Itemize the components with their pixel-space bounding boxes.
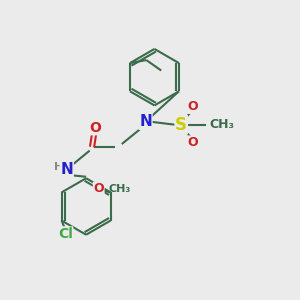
Text: CH₃: CH₃ bbox=[109, 184, 131, 194]
Text: O: O bbox=[89, 121, 101, 135]
Text: Cl: Cl bbox=[58, 227, 73, 241]
Text: O: O bbox=[93, 182, 104, 195]
Text: N: N bbox=[139, 114, 152, 129]
Text: N: N bbox=[60, 162, 73, 177]
Text: S: S bbox=[175, 116, 187, 134]
Text: O: O bbox=[188, 136, 198, 149]
Text: O: O bbox=[188, 100, 198, 113]
Text: CH₃: CH₃ bbox=[209, 118, 234, 131]
Text: H: H bbox=[54, 162, 63, 172]
